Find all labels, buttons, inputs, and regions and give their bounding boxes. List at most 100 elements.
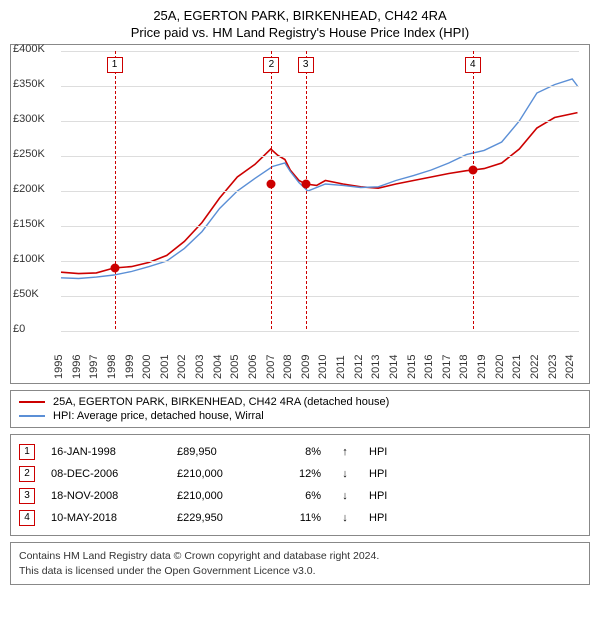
x-axis-label: 2014	[388, 355, 400, 379]
y-gridline	[61, 226, 579, 227]
sale-marker-dot	[468, 166, 477, 175]
sale-marker-dot	[110, 264, 119, 273]
event-date: 16-JAN-1998	[51, 446, 161, 458]
series-line	[61, 113, 578, 274]
x-axis-label: 2005	[229, 355, 241, 379]
event-hpi-label: HPI	[369, 512, 387, 524]
x-axis-label: 2007	[265, 355, 277, 379]
event-hpi-label: HPI	[369, 490, 387, 502]
sale-event-row: 208-DEC-2006£210,00012%↓HPI	[19, 463, 581, 485]
attribution-footer: Contains HM Land Registry data © Crown c…	[10, 542, 590, 585]
event-date: 08-DEC-2006	[51, 468, 161, 480]
sale-marker-line	[271, 51, 272, 329]
x-axis-label: 2011	[335, 355, 347, 379]
event-price: £89,950	[177, 446, 267, 458]
legend-label: HPI: Average price, detached house, Wirr…	[53, 410, 264, 422]
y-axis-label: £50K	[13, 288, 39, 300]
x-axis-label: 2016	[423, 355, 435, 379]
sale-marker-line	[115, 51, 116, 329]
y-gridline	[61, 191, 579, 192]
sale-marker-box: 4	[465, 57, 481, 73]
x-axis-label: 2003	[194, 355, 206, 379]
chart-title-line2: Price paid vs. HM Land Registry's House …	[10, 25, 590, 40]
event-arrow-icon: ↓	[337, 512, 353, 524]
sale-event-row: 4 10-MAY-2018 £229,950 11% ↓ HPI	[19, 507, 581, 529]
event-arrow-icon: ↓	[337, 490, 353, 502]
event-marker-box: 2	[19, 466, 35, 482]
event-pct: 8%	[283, 446, 321, 458]
event-price: £210,000	[177, 490, 267, 502]
event-pct: 6%	[283, 490, 321, 502]
y-axis-label: £350K	[13, 78, 45, 90]
event-price: £229,950	[177, 512, 267, 524]
x-axis-label: 2002	[176, 355, 188, 379]
y-axis-label: £100K	[13, 253, 45, 265]
x-axis-label: 2023	[547, 355, 559, 379]
legend-swatch	[19, 415, 45, 417]
sale-marker-box: 2	[263, 57, 279, 73]
footer-line: Contains HM Land Registry data © Crown c…	[19, 549, 581, 564]
footer-line: This data is licensed under the Open Gov…	[19, 564, 581, 579]
sale-marker-box: 1	[107, 57, 123, 73]
event-arrow-icon: ↓	[337, 468, 353, 480]
sale-marker-line	[306, 51, 307, 329]
y-gridline	[61, 51, 579, 52]
x-axis-label: 1996	[71, 355, 83, 379]
y-axis-label: £0	[13, 323, 25, 335]
event-date: 18-NOV-2008	[51, 490, 161, 502]
x-axis-label: 2009	[300, 355, 312, 379]
x-axis-label: 2000	[141, 355, 153, 379]
x-axis-label: 2008	[282, 355, 294, 379]
x-axis-label: 2021	[511, 355, 523, 379]
chart-title-block: 25A, EGERTON PARK, BIRKENHEAD, CH42 4RA …	[10, 8, 590, 40]
event-pct: 11%	[283, 512, 321, 524]
event-hpi-label: HPI	[369, 446, 387, 458]
legend-item: HPI: Average price, detached house, Wirr…	[19, 409, 581, 423]
y-axis-label: £150K	[13, 218, 45, 230]
x-axis-label: 1999	[124, 355, 136, 379]
event-pct: 12%	[283, 468, 321, 480]
y-axis-label: £250K	[13, 148, 45, 160]
series-line	[61, 79, 578, 279]
event-marker-box: 1	[19, 444, 35, 460]
event-arrow-icon: ↑	[337, 446, 353, 458]
x-axis-label: 2006	[247, 355, 259, 379]
chart-title-line1: 25A, EGERTON PARK, BIRKENHEAD, CH42 4RA	[10, 8, 590, 23]
plot-area	[61, 51, 579, 329]
x-axis-label: 2024	[564, 355, 576, 379]
sale-marker-dot	[301, 180, 310, 189]
sale-marker-dot	[267, 180, 276, 189]
y-gridline	[61, 121, 579, 122]
y-axis-label: £400K	[13, 43, 45, 55]
x-axis-label: 2001	[159, 355, 171, 379]
y-gridline	[61, 296, 579, 297]
event-marker-box: 3	[19, 488, 35, 504]
y-gridline	[61, 86, 579, 87]
chart-area: £0£50K£100K£150K£200K£250K£300K£350K£400…	[10, 44, 590, 384]
event-date: 10-MAY-2018	[51, 512, 161, 524]
x-axis-label: 2020	[494, 355, 506, 379]
event-marker-box: 4	[19, 510, 35, 526]
x-axis-label: 1998	[106, 355, 118, 379]
event-price: £210,000	[177, 468, 267, 480]
y-gridline	[61, 261, 579, 262]
sale-marker-box: 3	[298, 57, 314, 73]
legend-item: 25A, EGERTON PARK, BIRKENHEAD, CH42 4RA …	[19, 395, 581, 409]
sale-event-row: 1 16-JAN-1998 £89,950 8% ↑ HPI	[19, 441, 581, 463]
sale-event-row: 3 18-NOV-2008 £210,000 6% ↓ HPI	[19, 485, 581, 507]
x-axis-label: 1995	[53, 355, 65, 379]
y-axis-label: £300K	[13, 113, 45, 125]
x-axis-label: 2013	[370, 355, 382, 379]
legend-swatch	[19, 401, 45, 403]
x-axis-label: 2010	[317, 355, 329, 379]
x-axis-label: 1997	[88, 355, 100, 379]
x-axis-label: 2018	[458, 355, 470, 379]
x-axis-label: 2017	[441, 355, 453, 379]
y-gridline	[61, 156, 579, 157]
chart-lines-svg	[61, 51, 579, 329]
legend-label: 25A, EGERTON PARK, BIRKENHEAD, CH42 4RA …	[53, 396, 389, 408]
legend: 25A, EGERTON PARK, BIRKENHEAD, CH42 4RA …	[10, 390, 590, 428]
sale-marker-line	[473, 51, 474, 329]
x-axis-label: 2004	[212, 355, 224, 379]
y-gridline	[61, 331, 579, 332]
